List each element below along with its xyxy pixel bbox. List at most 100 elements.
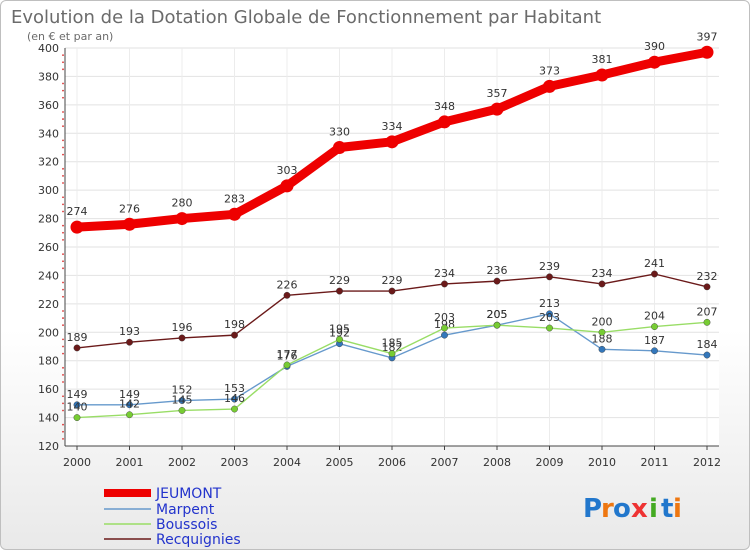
logo-letter: r [601,494,614,524]
data-label-boussois: 195 [329,322,350,335]
data-label-jeumont: 303 [277,164,298,177]
data-label-boussois: 203 [539,311,560,324]
y-minor-tick [62,54,64,57]
data-point-marpent [598,345,606,353]
data-point-jeumont [280,179,294,193]
y-minor-tick [62,111,64,113]
data-point-jeumont [490,102,504,116]
y-tick-label: 140 [38,412,59,425]
y-minor-tick [62,267,64,270]
data-label-boussois: 177 [277,348,298,361]
y-tick-label: 220 [38,298,59,311]
y-minor-tick [62,167,64,170]
data-point-recquignies [651,270,658,278]
y-minor-tick [62,288,64,291]
data-label-marpent: 153 [224,382,245,395]
data-point-recquignies [231,331,238,339]
x-tick-label: 2003 [221,456,249,469]
data-point-boussois [388,350,396,358]
data-point-jeumont [438,115,451,129]
y-minor-tick [62,430,64,433]
logo-letter: t [661,494,673,524]
y-minor-tick [62,82,64,85]
data-label-boussois: 146 [224,392,245,405]
data-label-boussois: 207 [697,305,718,318]
data-point-boussois [598,328,606,336]
y-tick-label: 120 [38,440,59,453]
data-point-boussois [231,405,238,413]
legend-label-boussois: Boussois [156,517,217,533]
data-label-recquignies: 232 [697,270,718,283]
data-label-boussois: 204 [644,310,665,323]
y-minor-tick [62,89,64,92]
data-point-boussois [178,407,186,414]
data-point-boussois [126,411,133,419]
data-point-jeumont [175,212,189,226]
data-label-boussois: 142 [119,398,140,411]
data-label-marpent: 188 [592,332,613,345]
chart-title: Evolution de la Dotation Globale de Fonc… [11,7,601,28]
data-point-marpent [178,397,186,404]
y-tick-label: 320 [38,156,59,169]
data-point-marpent [546,310,553,318]
y-minor-tick [62,317,64,319]
x-tick-label: 2007 [431,456,459,469]
proxiti-logo: Pr o x i t i [583,494,682,524]
x-tick-label: 2011 [641,456,669,469]
data-label-recquignies: 189 [67,331,88,344]
x-tick-label: 2001 [116,456,144,469]
data-label-marpent: 152 [172,384,193,397]
y-minor-tick [62,395,64,398]
data-label-marpent: 149 [67,388,88,401]
data-label-recquignies: 229 [382,274,403,287]
data-point-jeumont [648,55,661,69]
data-label-jeumont: 357 [487,87,508,100]
data-label-recquignies: 198 [224,318,245,331]
data-point-recquignies [703,283,711,291]
y-minor-tick [62,310,64,312]
data-label-marpent: 184 [697,338,718,351]
x-tick-label: 2008 [483,456,511,469]
data-label-jeumont: 397 [697,30,718,43]
y-minor-tick [62,381,64,383]
y-minor-tick [62,68,64,71]
x-tick-label: 2005 [326,456,354,469]
y-minor-tick [62,352,64,355]
data-point-recquignies [441,280,448,288]
y-minor-tick [62,210,64,213]
data-label-recquignies: 229 [329,274,350,287]
y-minor-tick [62,139,64,142]
data-point-jeumont [333,141,346,154]
y-minor-tick [62,345,64,348]
y-minor-tick [62,96,64,99]
data-label-marpent: 176 [277,349,298,362]
data-label-marpent: 205 [487,308,508,321]
data-point-recquignies [178,334,186,342]
data-label-recquignies: 241 [644,257,665,270]
data-point-boussois [283,361,291,369]
y-minor-tick [62,175,64,177]
data-point-jeumont [70,220,84,234]
y-tick-label: 160 [38,383,59,396]
data-label-boussois: 203 [434,311,455,324]
data-point-boussois [703,318,711,326]
y-tick-label: 180 [38,355,59,368]
data-label-boussois: 145 [172,393,193,406]
y-tick-label: 340 [38,127,59,140]
data-label-marpent: 213 [539,297,560,310]
y-minor-tick [62,366,64,369]
data-point-boussois [441,324,448,332]
y-tick-label: 240 [38,269,59,282]
data-point-marpent [231,395,238,403]
data-point-boussois [336,335,343,343]
data-label-jeumont: 390 [644,40,665,53]
legend-label-marpent: Marpent [156,502,215,518]
data-label-jeumont: 283 [224,192,245,205]
legend-label-jeumont: JEUMONT [155,486,222,502]
y-minor-tick [62,196,64,199]
x-tick-label: 2010 [588,456,616,469]
data-point-jeumont [700,45,714,59]
data-label-boussois: 200 [592,315,613,328]
